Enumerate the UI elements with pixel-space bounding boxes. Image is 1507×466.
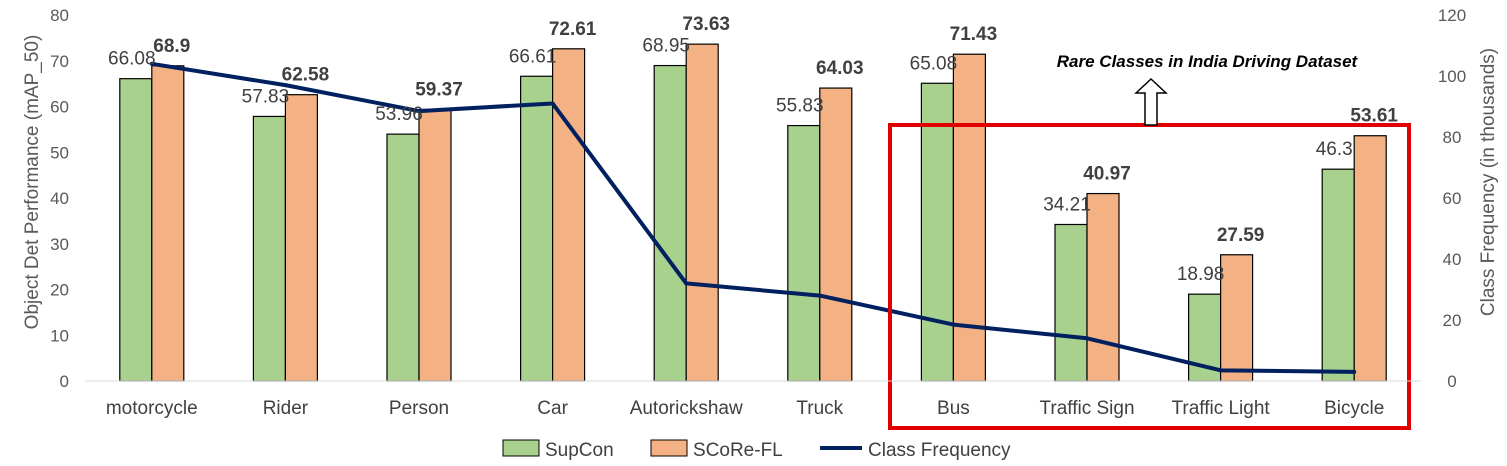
data-label-supcon-traffic-light: 18.98 — [1177, 264, 1225, 285]
y2-tick-label: 20 — [1443, 311, 1462, 330]
data-label-supcon-bicycle: 46.3 — [1316, 139, 1353, 160]
data-label-score-fl-truck: 64.03 — [816, 58, 864, 79]
y-tick-label: 40 — [50, 189, 69, 208]
y2-tick-label: 0 — [1447, 372, 1456, 391]
x-tick-label-car: Car — [537, 398, 568, 419]
data-label-score-fl-bus: 71.43 — [950, 24, 998, 45]
data-label-supcon-traffic-sign: 34.21 — [1043, 194, 1091, 215]
y-tick-label: 60 — [50, 98, 69, 117]
y-tick-label: 30 — [50, 235, 69, 254]
bar-supcon-person — [386, 133, 420, 382]
data-label-supcon-motorcycle: 66.08 — [108, 49, 156, 70]
y-tick-label: 0 — [60, 372, 69, 391]
x-tick-label-motorcycle: motorcycle — [106, 398, 198, 419]
x-tick-label-truck: Truck — [796, 398, 843, 419]
line-point-class-frequency-motorcycle — [149, 61, 154, 66]
bar-score-fl-truck — [819, 87, 853, 382]
data-label-supcon-person: 53.96 — [375, 104, 423, 125]
bars-layer — [119, 43, 1387, 382]
y-tick-label: 10 — [50, 326, 69, 345]
x-tick-label-bus: Bus — [937, 398, 970, 419]
data-label-supcon-rider: 57.83 — [242, 86, 290, 107]
bar-score-fl-rider — [284, 94, 318, 382]
bar-supcon-autorickshaw — [653, 64, 687, 382]
y-tick-label: 50 — [50, 143, 69, 162]
bar-supcon-traffic-sign — [1054, 223, 1088, 382]
legend: SupCon SCoRe-FL Class Frequency — [502, 439, 1011, 461]
bar-supcon-motorcycle — [119, 78, 153, 382]
y2-tick-label: 40 — [1443, 250, 1462, 269]
up-arrow-icon — [1134, 77, 1168, 126]
data-label-score-fl-person: 59.37 — [415, 79, 463, 100]
legend-label-class-frequency: Class Frequency — [868, 440, 1011, 461]
y-tick-label: 20 — [50, 281, 69, 300]
data-label-score-fl-traffic-sign: 40.97 — [1083, 164, 1131, 185]
data-label-score-fl-rider: 62.58 — [282, 65, 330, 86]
y2-axis-title: Class Frequency (in thousands) — [1478, 48, 1499, 316]
bar-score-fl-traffic-sign — [1086, 192, 1120, 382]
bar-supcon-bus — [920, 82, 955, 382]
data-label-supcon-bus: 65.08 — [910, 53, 958, 74]
bar-score-fl-motorcycle — [151, 65, 185, 382]
series-line-class-frequency — [151, 61, 1355, 374]
bar-score-fl-person — [418, 108, 452, 382]
line-point-class-frequency-rider — [283, 83, 288, 88]
bar-supcon-rider — [252, 115, 286, 382]
data-label-score-fl-bicycle: 53.61 — [1350, 106, 1398, 127]
bar-score-fl-car — [551, 48, 586, 382]
y-tick-label: 80 — [50, 6, 69, 25]
legend-swatch-score-fl — [650, 439, 688, 457]
bar-score-fl-bicycle — [1353, 135, 1387, 382]
bar-score-fl-autorickshaw — [685, 43, 719, 382]
data-label-score-fl-traffic-light: 27.59 — [1217, 225, 1265, 246]
line-point-class-frequency-autorickshaw — [684, 281, 689, 286]
data-label-score-fl-motorcycle: 68.9 — [153, 36, 190, 57]
line-point-class-frequency-traffic-light — [1218, 368, 1223, 373]
data-label-score-fl-autorickshaw: 73.63 — [682, 14, 730, 35]
y-tick-label: 70 — [50, 52, 69, 71]
bar-supcon-bicycle — [1321, 168, 1355, 382]
line-point-class-frequency-car — [550, 101, 555, 106]
x-tick-label-person: Person — [389, 398, 449, 419]
rare-classes-annotation: Rare Classes in India Driving Dataset — [1057, 52, 1359, 71]
line-layer — [149, 61, 1357, 374]
y-axis-title: Object Det Performance (mAP_50) — [22, 35, 43, 330]
data-label-score-fl-car: 72.61 — [549, 19, 597, 40]
line-point-class-frequency-bicycle — [1352, 369, 1357, 374]
data-label-supcon-truck: 55.83 — [776, 96, 824, 117]
x-tick-label-bicycle: Bicycle — [1324, 398, 1384, 419]
legend-label-supcon: SupCon — [545, 440, 614, 461]
x-tick-label-traffic-light: Traffic Light — [1171, 398, 1270, 419]
y2-tick-label: 80 — [1443, 128, 1462, 147]
y2-tick-label: 60 — [1443, 189, 1462, 208]
x-tick-label-rider: Rider — [263, 398, 309, 419]
legend-swatch-supcon — [502, 439, 540, 457]
bar-score-fl-traffic-light — [1219, 254, 1254, 382]
bar-supcon-car — [519, 75, 554, 382]
y2-tick-label: 120 — [1438, 6, 1466, 25]
line-point-class-frequency-traffic-sign — [1085, 336, 1089, 341]
legend-label-score-fl: SCoRe-FL — [693, 440, 783, 461]
data-label-supcon-autorickshaw: 68.95 — [642, 36, 690, 57]
line-point-class-frequency-person — [417, 109, 421, 114]
line-point-class-frequency-truck — [817, 293, 822, 298]
line-point-class-frequency-bus — [951, 322, 956, 327]
bar-score-fl-bus — [952, 53, 987, 382]
x-tick-label-autorickshaw: Autorickshaw — [630, 398, 743, 419]
y2-tick-label: 100 — [1438, 67, 1466, 86]
bar-supcon-truck — [787, 124, 821, 382]
x-tick-label-traffic-sign: Traffic Sign — [1039, 398, 1134, 419]
data-label-supcon-car: 66.61 — [509, 46, 557, 67]
